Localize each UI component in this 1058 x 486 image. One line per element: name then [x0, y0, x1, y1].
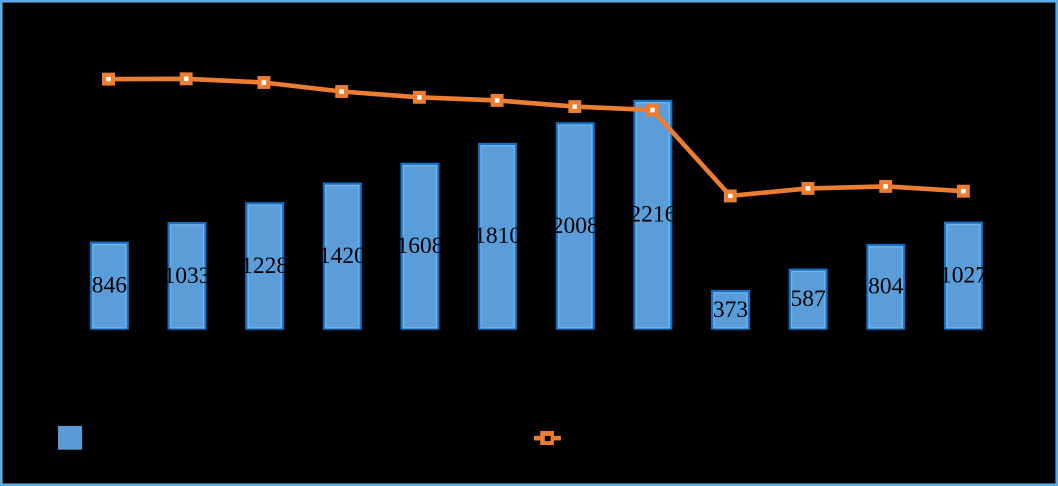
- svg-text:1027: 1027: [940, 263, 987, 289]
- svg-text:2216: 2216: [629, 202, 676, 228]
- svg-text:1228: 1228: [241, 253, 288, 279]
- svg-text:373: 373: [713, 297, 748, 323]
- svg-text:846: 846: [92, 273, 128, 299]
- svg-text:1810: 1810: [474, 223, 521, 249]
- svg-text:1608: 1608: [396, 233, 443, 259]
- svg-text:1033: 1033: [164, 263, 211, 289]
- svg-text:2008: 2008: [552, 213, 599, 239]
- svg-text:587: 587: [791, 286, 827, 312]
- svg-text:804: 804: [868, 274, 904, 300]
- svg-text:1420: 1420: [319, 243, 366, 269]
